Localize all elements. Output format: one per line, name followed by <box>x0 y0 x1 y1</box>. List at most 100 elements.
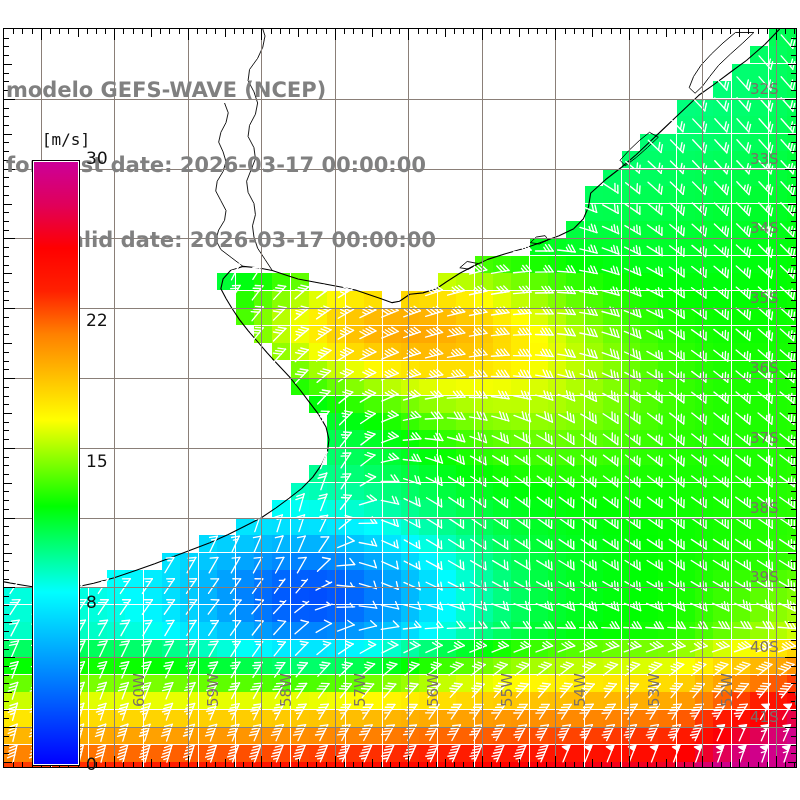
tick-right <box>788 343 796 344</box>
lat-tick-label-40S: 40S <box>750 638 779 656</box>
tick-bottom <box>13 762 14 767</box>
tick-left <box>4 500 9 501</box>
lat-tick-label-33S: 33S <box>750 150 779 168</box>
lat-tick-label-34S: 34S <box>750 219 779 237</box>
tick-top <box>96 29 97 34</box>
tick-right <box>791 675 796 676</box>
tick-top <box>427 29 428 34</box>
tick-top <box>629 29 630 40</box>
tick-top <box>13 29 14 34</box>
tick-top <box>546 29 547 34</box>
tick-bottom <box>261 756 262 767</box>
lat-tick-label-41S: 41S <box>750 708 779 726</box>
tick-right <box>788 64 796 65</box>
tick-bottom <box>307 762 308 767</box>
tick-left <box>4 579 9 580</box>
tick-left <box>4 273 12 274</box>
tick-bottom <box>721 762 722 767</box>
tick-top <box>500 29 501 34</box>
tick-bottom <box>482 756 483 767</box>
lat-tick-label-39S: 39S <box>750 568 779 586</box>
tick-right <box>791 125 796 126</box>
tick-left <box>4 308 15 309</box>
tick-left <box>4 334 9 335</box>
tick-right <box>791 666 796 667</box>
lon-tick-label-57W: 57W <box>351 673 369 707</box>
tick-left <box>4 291 9 292</box>
tick-left <box>4 692 12 693</box>
tick-right <box>791 718 796 719</box>
lon-tick-label-51W: 51W <box>792 673 797 707</box>
tick-bottom <box>693 762 694 767</box>
tick-top <box>794 29 795 34</box>
tick-bottom <box>684 762 685 767</box>
tick-left <box>4 666 9 667</box>
tick-top <box>197 29 198 34</box>
tick-right <box>791 491 796 492</box>
tick-right <box>788 134 796 135</box>
tick-right <box>791 221 796 222</box>
tick-right <box>791 457 796 458</box>
tick-top <box>748 29 749 34</box>
tick-bottom <box>519 759 520 767</box>
tick-top <box>758 29 759 34</box>
tick-left <box>4 125 9 126</box>
tick-right <box>791 396 796 397</box>
tick-left <box>4 230 9 231</box>
tick-right <box>785 448 796 449</box>
tick-left <box>4 151 9 152</box>
tick-bottom <box>353 762 354 767</box>
colorbar-gradient <box>34 162 78 764</box>
tick-right <box>791 142 796 143</box>
tick-top <box>41 29 42 40</box>
tick-bottom <box>280 762 281 767</box>
tick-bottom <box>620 762 621 767</box>
tick-right <box>791 526 796 527</box>
tick-left <box>4 317 9 318</box>
tick-left <box>4 369 9 370</box>
tick-left <box>4 509 9 510</box>
tick-bottom <box>427 762 428 767</box>
tick-left <box>4 439 9 440</box>
tick-top <box>362 29 363 34</box>
tick-left <box>4 64 12 65</box>
tick-left <box>4 718 9 719</box>
tick-top <box>592 29 593 37</box>
tick-bottom <box>344 762 345 767</box>
tick-bottom <box>114 756 115 767</box>
tick-right <box>791 570 796 571</box>
tick-top <box>767 29 768 34</box>
gridline-lat-36S <box>4 378 796 379</box>
tick-bottom <box>123 762 124 767</box>
tick-right <box>788 273 796 274</box>
tick-bottom <box>445 759 446 767</box>
tick-left <box>4 38 9 39</box>
tick-bottom <box>197 762 198 767</box>
colorbar-tick-22: 22 <box>86 310 108 331</box>
tick-left <box>4 186 9 187</box>
tick-top <box>252 29 253 34</box>
tick-right <box>788 483 796 484</box>
tick-top <box>280 29 281 34</box>
tick-top <box>372 29 373 37</box>
gridline-lat-40S <box>4 657 796 658</box>
tick-right <box>791 710 796 711</box>
tick-right <box>791 195 796 196</box>
tick-bottom <box>408 756 409 767</box>
tick-right <box>791 736 796 737</box>
tick-top <box>445 29 446 37</box>
tick-bottom <box>362 762 363 767</box>
tick-left <box>4 413 12 414</box>
tick-left <box>4 745 9 746</box>
tick-top <box>169 29 170 34</box>
tick-right <box>785 518 796 519</box>
tick-top <box>215 29 216 34</box>
tick-top <box>243 29 244 34</box>
lon-tick-label-59W: 59W <box>204 673 222 707</box>
tick-top <box>68 29 69 34</box>
tick-left <box>4 134 12 135</box>
tick-bottom <box>629 756 630 767</box>
tick-bottom <box>289 762 290 767</box>
lat-tick-label-36S: 36S <box>750 359 779 377</box>
tick-top <box>179 29 180 34</box>
